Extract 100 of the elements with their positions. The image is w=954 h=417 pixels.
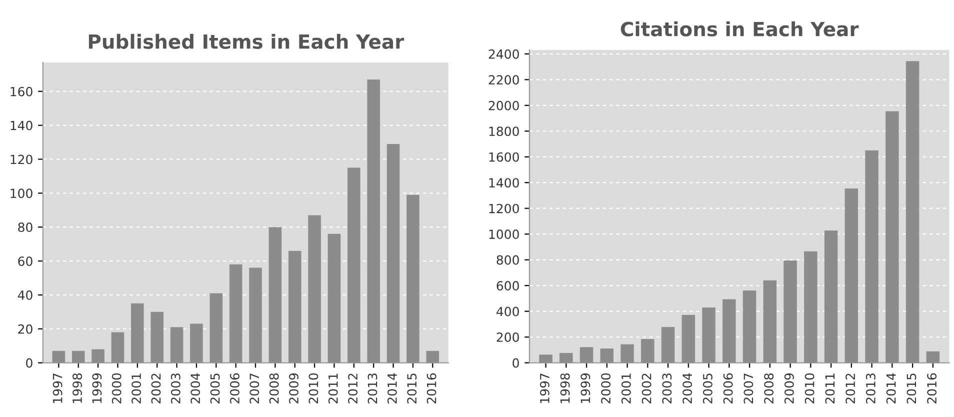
bar [600, 348, 614, 363]
bar [72, 350, 85, 363]
bar [539, 354, 552, 363]
x-tick-label: 2002 [642, 374, 652, 404]
bar [865, 150, 878, 363]
y-tick-label: 800 [496, 255, 519, 265]
y-tick-label: 400 [496, 306, 519, 316]
x-tick-label: 1997 [52, 374, 62, 403]
x-tick-label: 2011 [328, 374, 338, 404]
x-tick-label: 2012 [348, 374, 358, 404]
bar [906, 61, 920, 363]
x-tick-label: 2005 [702, 374, 712, 404]
x-tick-label: 2001 [621, 374, 631, 404]
bar [229, 264, 242, 363]
y-tick-label: 1400 [489, 178, 519, 188]
x-tick-label: 2008 [764, 373, 774, 404]
chart-title: Citations in Each Year [620, 21, 859, 36]
x-tick-label: 2009 [289, 373, 298, 404]
bar [641, 338, 654, 363]
bar [288, 250, 302, 363]
x-tick-label: 2010 [308, 373, 318, 404]
bar [190, 324, 203, 363]
chart-title: Published Items in Each Year [88, 34, 404, 49]
bar [804, 251, 818, 363]
bar [111, 332, 124, 363]
bar [249, 268, 262, 363]
x-tick-label: 2004 [190, 373, 200, 404]
y-tick-label: 0 [512, 358, 519, 368]
y-tick-label: 20 [18, 324, 32, 334]
bar [560, 353, 573, 363]
x-tick-label: 2011 [825, 374, 835, 404]
x-tick-label: 2012 [846, 374, 856, 404]
y-tick-label: 1800 [489, 126, 519, 136]
x-tick-label: 1999 [92, 373, 102, 403]
bar [722, 299, 736, 363]
x-tick-label: 2015 [407, 374, 417, 404]
x-tick-label: 2001 [132, 374, 142, 404]
y-tick-label: 1200 [489, 204, 519, 214]
bar [580, 347, 594, 363]
bar [682, 314, 696, 363]
bar [661, 327, 675, 363]
y-tick-label: 2000 [488, 100, 519, 110]
x-tick-label: 2010 [804, 373, 814, 404]
y-tick-label: 600 [496, 281, 519, 290]
x-tick-label: 2008 [269, 373, 279, 404]
x-tick-label: 2016 [426, 373, 436, 404]
x-tick-label: 2013 [368, 374, 378, 404]
x-tick-label: 2015 [906, 374, 916, 404]
bar [348, 168, 360, 363]
x-tick-label: 2000 [601, 373, 611, 404]
y-tick-label: 60 [18, 256, 32, 266]
bar [926, 351, 940, 363]
y-tick-label: 0 [26, 358, 32, 368]
y-tick-label: 40 [18, 290, 32, 300]
bar [886, 111, 899, 363]
bar [426, 350, 440, 363]
bar [844, 188, 858, 363]
x-tick-label: 1999 [580, 373, 590, 403]
x-tick-label: 2006 [230, 373, 240, 404]
bar [824, 230, 838, 363]
y-tick-label: 160 [10, 86, 32, 96]
y-tick-label: 80 [18, 222, 32, 232]
x-tick-label: 2007 [744, 374, 754, 404]
y-tick-label: 2200 [488, 75, 519, 85]
x-tick-label: 2014 [886, 373, 896, 404]
x-tick-label: 2002 [151, 374, 161, 404]
x-tick-label: 2009 [784, 373, 794, 404]
x-tick-label: 2007 [250, 374, 260, 404]
bar [784, 260, 797, 363]
y-tick-label: 140 [10, 120, 32, 130]
bar [150, 312, 164, 363]
x-tick-label: 1998 [72, 373, 82, 403]
bar [763, 280, 777, 363]
x-tick-label: 1998 [560, 373, 570, 403]
x-tick-label: 2013 [866, 374, 876, 404]
x-tick-label: 2003 [170, 374, 180, 404]
x-tick-label: 2006 [723, 373, 733, 404]
bar [268, 227, 282, 363]
bar [52, 350, 66, 363]
y-tick-label: 200 [496, 332, 519, 342]
bar [702, 307, 716, 363]
bar [742, 290, 756, 363]
bar [131, 303, 144, 363]
y-tick-label: 1600 [489, 152, 519, 162]
x-tick-label: 1997 [540, 374, 550, 403]
x-tick-label: 2004 [682, 373, 692, 404]
y-tick-label: 120 [10, 154, 32, 164]
x-tick-label: 2014 [387, 373, 397, 404]
bar [386, 144, 400, 363]
bar [406, 194, 420, 363]
x-tick-label: 2005 [210, 374, 220, 404]
y-tick-label: 100 [10, 188, 32, 198]
bar [620, 344, 634, 363]
bar [92, 349, 104, 363]
bar [308, 215, 321, 363]
y-tick-label: 2400 [488, 49, 519, 59]
bar [210, 293, 223, 363]
x-tick-label: 2016 [927, 373, 937, 404]
bar [367, 80, 380, 363]
bar [328, 234, 341, 363]
